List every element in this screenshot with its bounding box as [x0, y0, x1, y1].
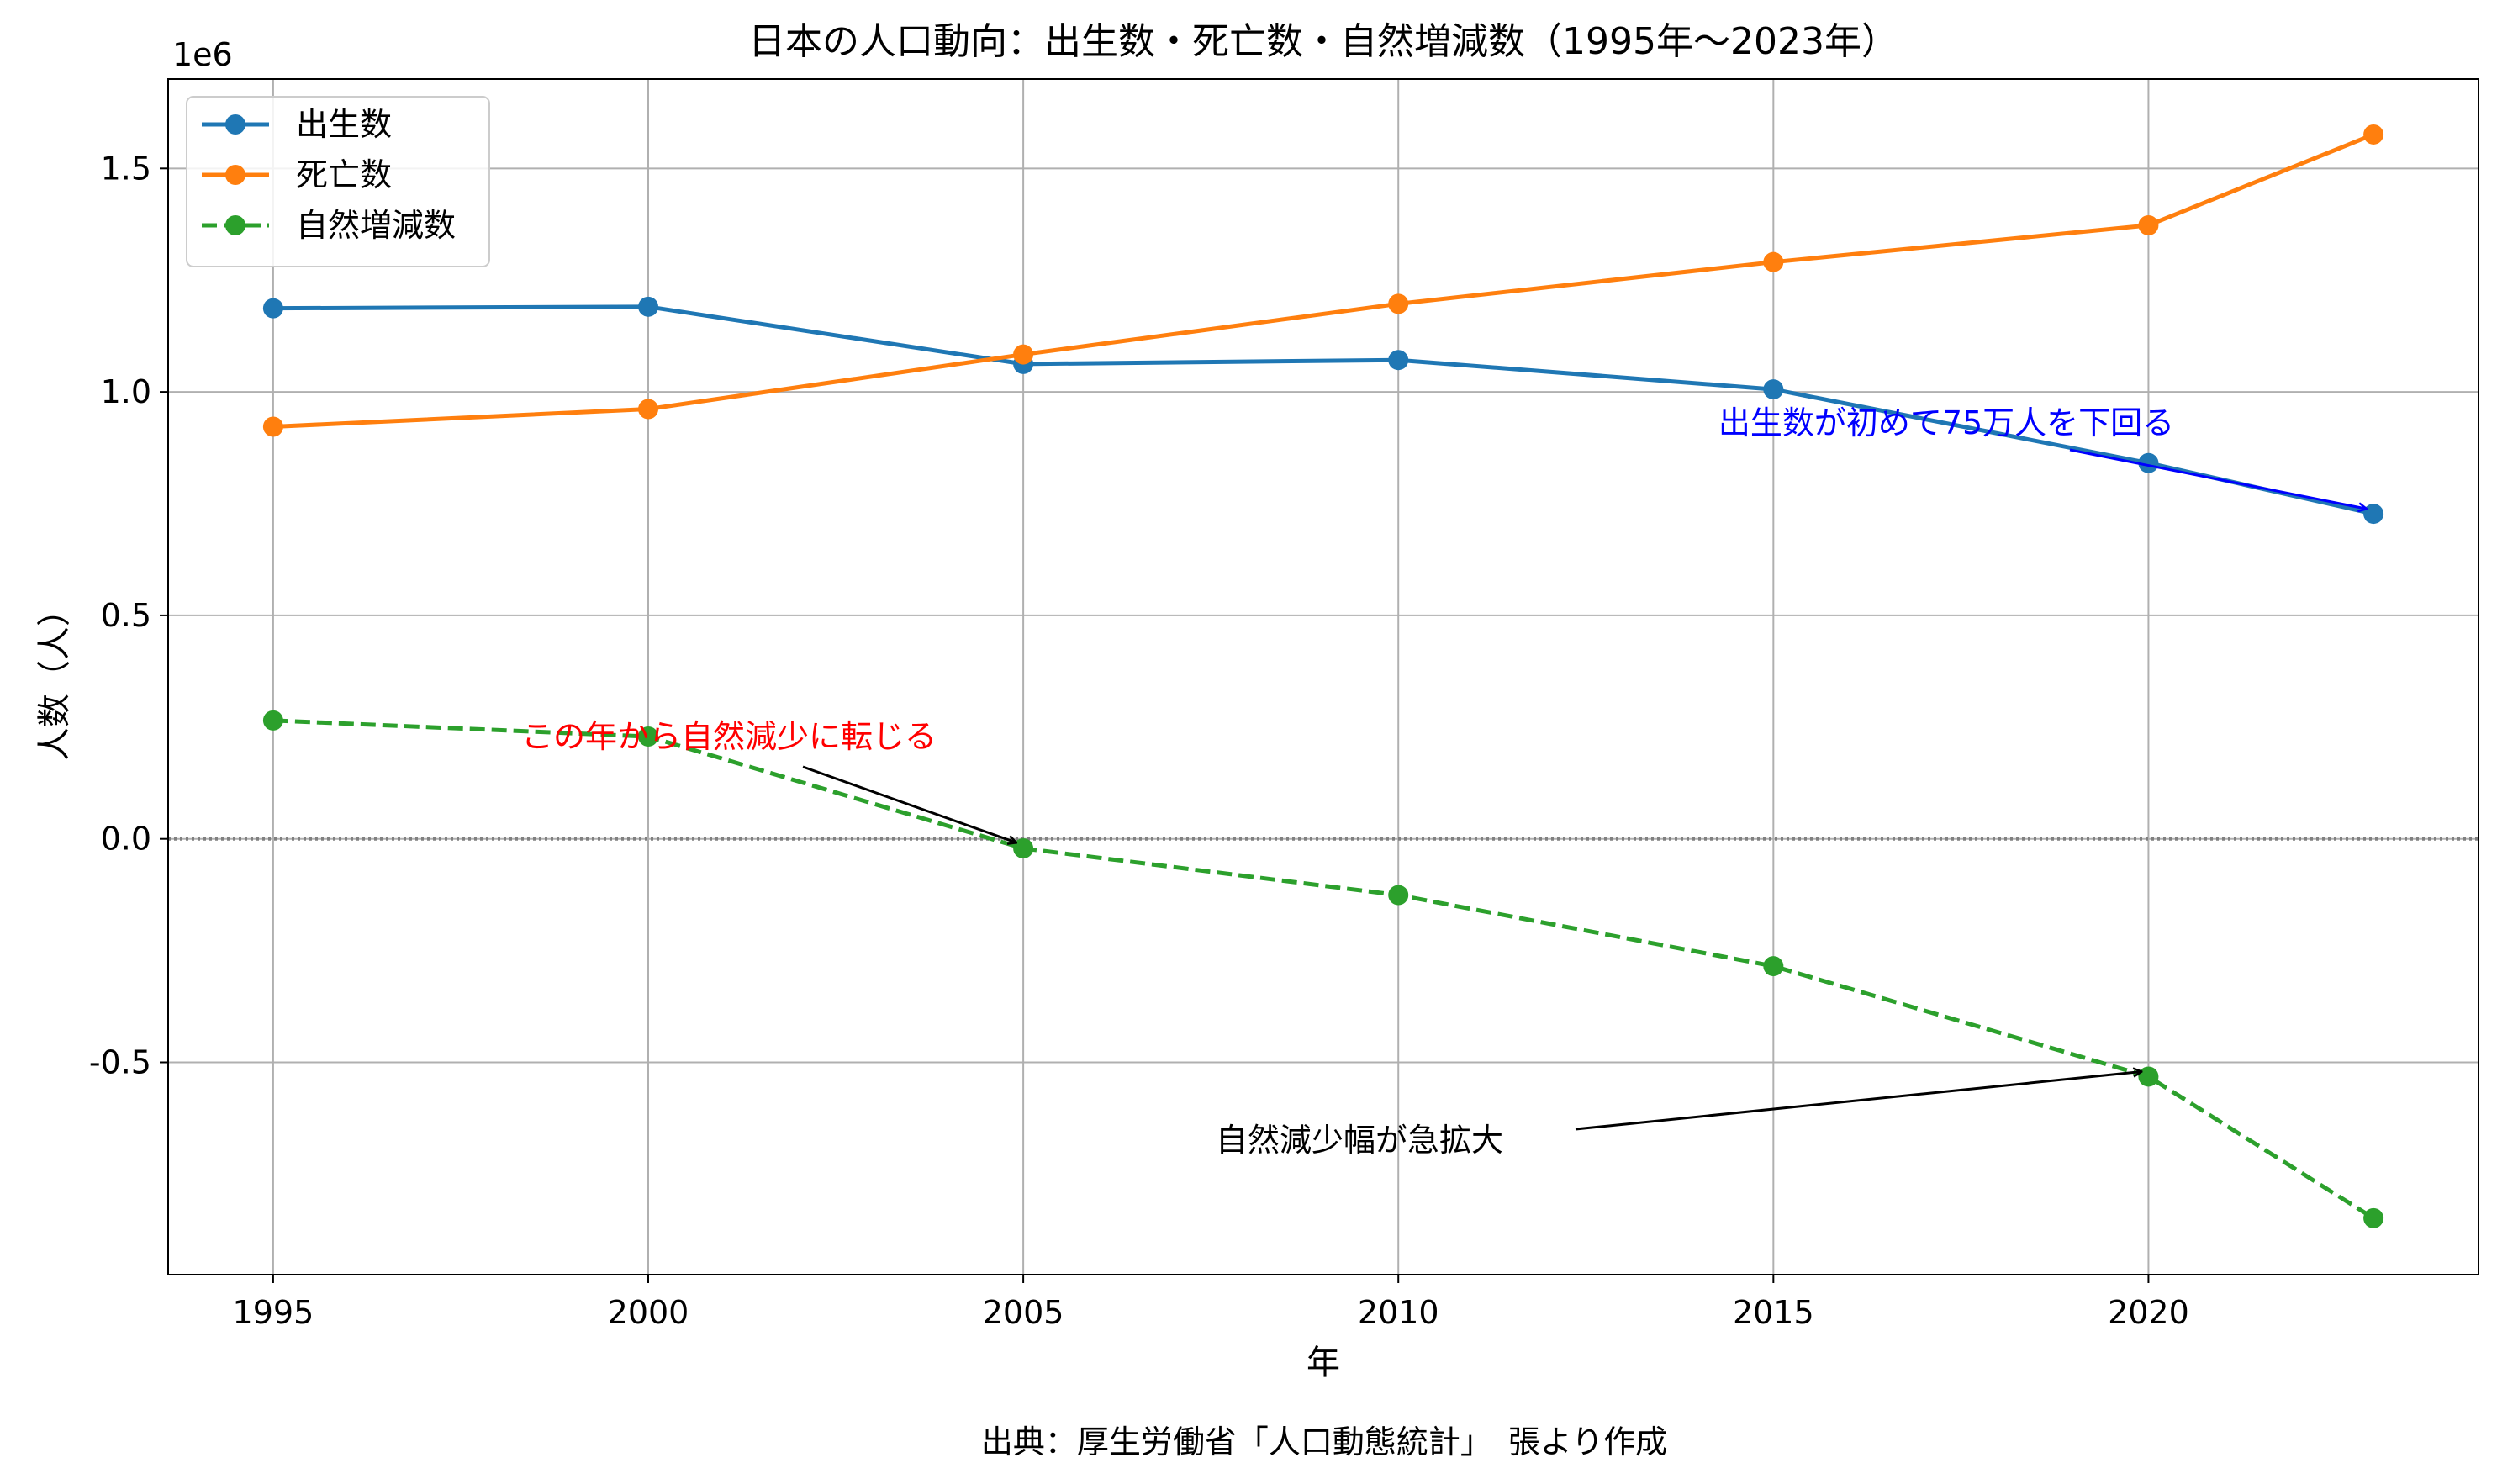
data-point [1388, 885, 1409, 906]
y-tick-label: 1.5 [101, 150, 151, 187]
legend-label: 死亡数 [296, 156, 392, 193]
data-point [1763, 379, 1784, 400]
x-tick-label: 2015 [1733, 1294, 1814, 1331]
legend-label: 出生数 [296, 106, 392, 143]
annotation-arrow [1575, 1072, 2141, 1131]
x-tick-label: 2005 [983, 1294, 1064, 1331]
series-line-1 [272, 132, 2375, 429]
y-tick-label: 1.0 [101, 373, 151, 410]
x-tick-label: 1995 [233, 1294, 314, 1331]
data-point [2363, 1207, 2384, 1228]
series-group [262, 124, 2384, 1228]
annotation-arrow [2069, 448, 2367, 509]
data-point [1763, 956, 1784, 977]
data-point [2138, 452, 2159, 473]
data-point [2363, 124, 2384, 145]
y-tick-label: 0.0 [101, 821, 151, 858]
y-offset-label: 1e6 [172, 36, 233, 73]
data-point [1388, 350, 1409, 371]
legend-marker [225, 165, 245, 185]
annotation-text: この年から自然減少に転じる [521, 718, 937, 755]
y-tick-label: -0.5 [89, 1043, 151, 1080]
legend-box [186, 96, 490, 267]
legend-marker [225, 215, 245, 235]
annotation-arrow [802, 765, 1016, 842]
data-point [638, 296, 659, 317]
annotation-text: 出生数が初めて75万人を下回る [1718, 404, 2174, 441]
x-tick-label: 2000 [608, 1294, 689, 1331]
data-point [2363, 504, 2384, 525]
data-point [1013, 344, 1034, 365]
grid [168, 79, 2479, 1275]
data-point [2138, 1066, 2159, 1087]
data-point [1763, 251, 1784, 272]
legend-label: 自然増減数 [296, 207, 456, 244]
data-point [2138, 214, 2159, 235]
plot-frame [167, 78, 2479, 1275]
y-tick-label: 0.5 [101, 597, 151, 634]
source-note: 出典：厚生労働省「人口動態統計」 張より作成 [981, 1423, 1667, 1460]
data-point [262, 416, 283, 437]
data-point [262, 298, 283, 319]
ticks: 1995 2000 2005 2010 2015 2020 -0.5 0.0 0.5 1.0 1.5 [89, 150, 2189, 1331]
x-axis-label: 年 [1307, 1344, 1340, 1382]
chart-title: 日本の人口動向：出生数・死亡数・自然増減数（1995年〜2023年） [748, 20, 1898, 63]
x-tick-label: 2010 [1358, 1294, 1439, 1331]
legend-marker [225, 114, 245, 135]
x-tick-label: 2020 [2108, 1294, 2189, 1331]
y-axis-label: 人数（人） [35, 593, 74, 761]
annotation-text: 自然減少幅が急拡大 [1216, 1122, 1503, 1159]
data-point [262, 710, 283, 731]
data-point [638, 399, 659, 420]
data-point [1388, 293, 1409, 314]
data-point [638, 726, 659, 747]
